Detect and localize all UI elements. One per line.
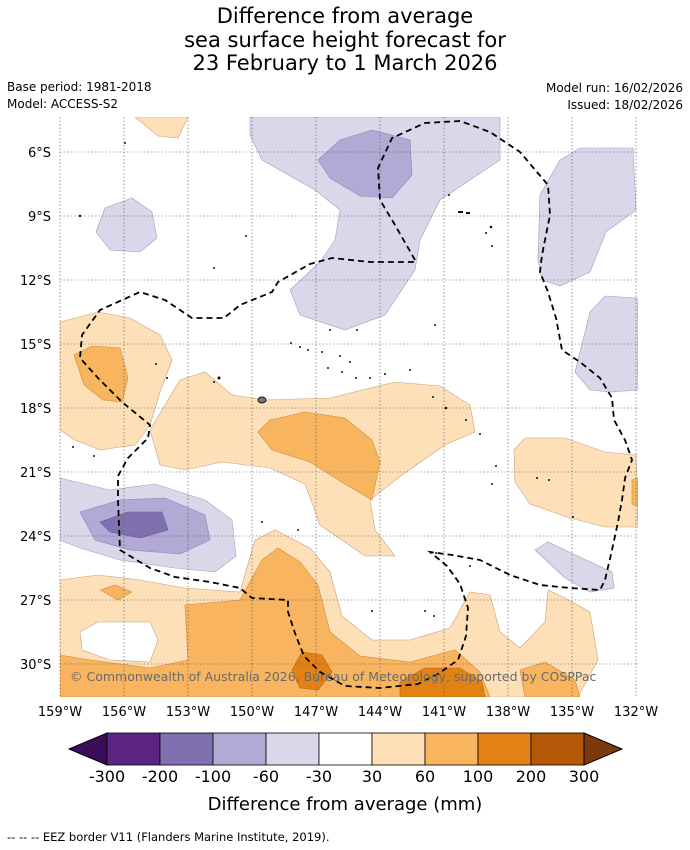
positive-anomaly-mid-south [60, 547, 491, 697]
colorbar-segment [318, 732, 373, 766]
colorbar-segment [477, 732, 532, 766]
colorbar-tick-label: 200 [516, 767, 547, 786]
positive-anomaly-region-central [149, 371, 476, 557]
lon-label: 135°W [550, 705, 594, 720]
islands [72, 142, 574, 617]
colorbar-tick-label: -100 [195, 767, 231, 786]
map-title-line-3: 23 February to 1 March 2026 [192, 51, 498, 75]
colorbar: -300 -200 -100 -60 -30 30 60 100 200 300 [67, 732, 624, 786]
graticule [59, 117, 638, 697]
colorbar-segment [212, 732, 267, 766]
colorbar-tick-label: -60 [253, 767, 279, 786]
positive-anomaly-mid-south-west [99, 584, 133, 601]
positive-anomaly-strong-south-east [399, 667, 486, 697]
lat-label: 24°S [20, 530, 51, 545]
negative-anomaly-peak-southwest [99, 511, 169, 539]
lat-label: 9°S [28, 210, 51, 225]
lat-label: 6°S [28, 146, 51, 161]
issued-text: Issued: 18/02/2026 [567, 98, 683, 112]
colorbar-tick-label: 60 [415, 767, 435, 786]
lon-label: 144°W [358, 705, 402, 720]
map-title-line-1: Difference from average [216, 4, 474, 28]
negative-anomaly-region-west-small [95, 197, 158, 253]
eez-border-french-polynesia [79, 120, 633, 689]
colorbar-segment [530, 732, 585, 766]
positive-anomaly-region-top [134, 117, 189, 139]
colorbar-tick-label: -300 [89, 767, 125, 786]
lon-label: 150°W [230, 705, 274, 720]
positive-anomaly-mid-south-east [519, 661, 581, 697]
model-text: Model: ACCESS-S2 [7, 97, 119, 111]
lon-label: 153°W [166, 705, 210, 720]
lat-label: 30°S [20, 658, 51, 673]
negative-anomaly-region-north [249, 117, 501, 331]
base-period-text: Base period: 1981-2018 [7, 80, 152, 94]
lon-label: 138°W [486, 705, 530, 720]
colorbar-tick-label: 300 [569, 767, 600, 786]
negative-anomaly-region-southeast [534, 541, 615, 593]
colorbar-tick-label: -30 [306, 767, 332, 786]
positive-anomaly-mid-central [257, 411, 381, 501]
colorbar-tick-label: 30 [362, 767, 382, 786]
lon-label: 141°W [422, 705, 466, 720]
colorbar-segment [159, 732, 214, 766]
positive-anomaly-region-east [513, 437, 638, 528]
lat-label: 27°S [20, 594, 51, 609]
lon-label: 156°W [102, 705, 146, 720]
lon-label: 159°W [38, 705, 82, 720]
negative-anomaly-region-east [537, 147, 637, 287]
eez-borders [79, 120, 633, 689]
lat-label: 18°S [20, 402, 51, 417]
colorbar-segment [265, 732, 320, 766]
longitude-labels: 159°W 156°W 153°W 150°W 147°W 144°W 141°… [38, 705, 658, 720]
colorbar-under-arrow [67, 732, 108, 766]
colorbar-segment [424, 732, 479, 766]
lat-label: 15°S [20, 338, 51, 353]
colorbar-segment [371, 732, 426, 766]
model-run-text: Model run: 16/02/2026 [545, 81, 683, 95]
colorbar-segment [106, 732, 161, 766]
colorbar-tick-label: 100 [463, 767, 494, 786]
eez-legend-note: -- -- -- EEZ border V11 (Flanders Marine… [7, 830, 330, 844]
anomaly-field [60, 117, 638, 697]
colorbar-title: Difference from average (mm) [208, 794, 483, 815]
map-title-line-2: sea surface height forecast for [184, 28, 506, 52]
lon-label: 132°W [614, 705, 658, 720]
lat-label: 21°S [20, 466, 51, 481]
lat-label: 12°S [20, 274, 51, 289]
positive-anomaly-mid-east [631, 477, 638, 507]
latitude-labels: 6°S 9°S 12°S 15°S 18°S 21°S 24°S 27°S 30… [20, 146, 51, 673]
positive-anomaly-mid-west [73, 345, 129, 403]
copyright-watermark: © Commonwealth of Australia 2026, Bureau… [70, 669, 596, 684]
colorbar-tick-label: -200 [142, 767, 178, 786]
neutral-gap-south [79, 621, 159, 663]
colorbar-over-arrow [583, 732, 624, 766]
lon-label: 147°W [294, 705, 338, 720]
